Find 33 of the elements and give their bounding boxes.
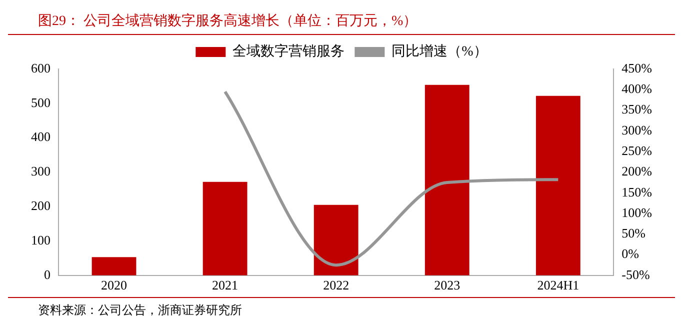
bar [92,257,136,276]
bar [314,204,358,276]
text: 资料来源：公司公告，浙商证券研究所 [38,302,243,319]
y2-tick-label: 250% [622,142,652,158]
y2-tick-label: 150% [622,184,652,200]
bar [424,84,470,276]
x-tick-label: 2024H1 [537,278,580,293]
chart-title: 图29： 公司全域营销数字服务高速增长（单位：百万元，%） [8,8,675,35]
y2-tick-label: 100% [622,204,652,220]
y2-tick-label: 50% [622,226,646,241]
bar [202,182,248,276]
y-tick-label: 100 [31,232,50,248]
y2-tick-label: 350% [622,102,652,117]
x-tick-label: 2022 [323,278,350,293]
x-tick-label: 2021 [212,278,238,293]
y-tick-label: 0 [44,266,50,282]
y2-tick-label: 450% [622,60,652,76]
legend-label: 同比增速（%） [392,44,488,60]
line-series [224,90,560,267]
y2-tick-label: 300% [622,122,652,138]
y-tick-label: 400 [31,129,50,144]
y-tick-label: 600 [31,60,50,76]
y2-tick-label: 0% [622,246,640,262]
legend-label: 全域数字营销服务 [232,44,345,60]
y2-tick-label: 400% [622,81,652,96]
y-tick-label: 200 [31,198,50,214]
y2-tick-label: 200% [622,164,652,179]
x-tick-label: 2020 [101,278,128,293]
y-tick-label: 300 [31,164,50,179]
y2-tick-label: -50% [622,266,650,282]
y-tick-label: 500 [31,94,50,110]
bar [536,96,580,276]
x-tick-label: 2023 [434,278,460,293]
